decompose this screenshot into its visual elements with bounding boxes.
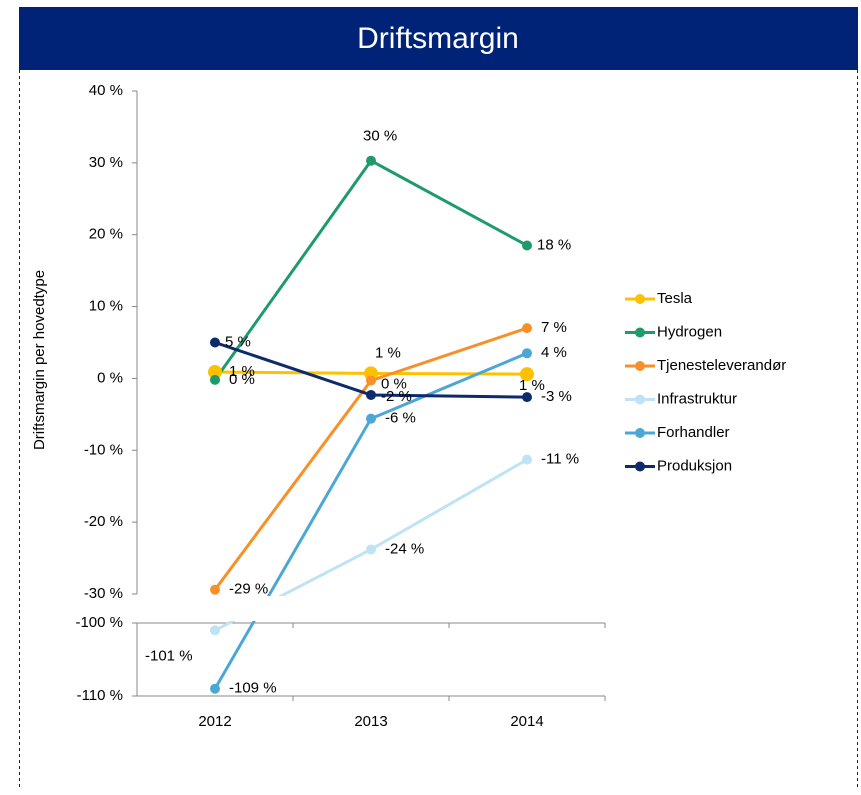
y-tick-label: -20 % bbox=[84, 513, 123, 530]
series-marker bbox=[366, 413, 376, 424]
series-marker bbox=[210, 374, 220, 385]
data-label: -2 % bbox=[381, 388, 412, 405]
series-marker bbox=[522, 323, 532, 334]
legend-label: Forhandler bbox=[657, 424, 730, 441]
y-tick-label: 0 % bbox=[97, 369, 123, 386]
y-tick-label: 30 % bbox=[89, 154, 123, 171]
series-line bbox=[213, 351, 528, 690]
legend-marker bbox=[635, 294, 645, 304]
y-tick-label: -30 % bbox=[84, 585, 123, 602]
data-label: -109 % bbox=[229, 680, 277, 697]
series-marker bbox=[366, 375, 376, 386]
legend-marker bbox=[635, 327, 645, 338]
legend-marker bbox=[635, 461, 645, 472]
series-marker bbox=[366, 544, 376, 555]
chart-title: Driftsmargin bbox=[357, 22, 519, 55]
legend-marker bbox=[635, 394, 645, 405]
series-marker bbox=[208, 364, 222, 379]
legend-marker bbox=[635, 361, 645, 371]
series-marker bbox=[210, 683, 220, 694]
data-label: -11 % bbox=[541, 451, 579, 468]
data-label: 5 % bbox=[225, 333, 251, 350]
series-line bbox=[213, 158, 528, 381]
data-label: 1 % bbox=[229, 363, 255, 380]
series-marker bbox=[366, 389, 376, 400]
data-label: 1 % bbox=[519, 377, 545, 394]
series-marker bbox=[364, 366, 378, 381]
x-tick-label: 2013 bbox=[354, 713, 387, 730]
y-tick-label: 20 % bbox=[89, 226, 123, 243]
legend-label: Tjenesteleverandør bbox=[657, 357, 786, 374]
y-axis-label: Driftsmargin per hovedtype bbox=[31, 270, 48, 450]
title-banner bbox=[19, 7, 858, 70]
y-tick-label: 40 % bbox=[89, 82, 123, 99]
legend-label: Infrastruktur bbox=[657, 390, 737, 407]
data-label: -6 % bbox=[385, 410, 416, 427]
legend-label: Produksjon bbox=[657, 457, 732, 474]
legend-label: Hydrogen bbox=[657, 323, 722, 340]
series-marker bbox=[522, 392, 532, 403]
y-tick-label: -10 % bbox=[84, 441, 123, 458]
y-tick-label: 10 % bbox=[89, 298, 123, 315]
series-marker bbox=[522, 240, 532, 251]
series-marker bbox=[210, 584, 220, 595]
axis-break bbox=[136, 596, 614, 621]
series-marker bbox=[210, 625, 220, 636]
data-label: 0 % bbox=[229, 371, 255, 388]
data-label: -101 % bbox=[145, 647, 193, 664]
x-tick-label: 2012 bbox=[198, 713, 231, 730]
data-label: 4 % bbox=[541, 344, 567, 361]
x-tick-label: 2014 bbox=[510, 713, 543, 730]
legend-label: Tesla bbox=[657, 290, 693, 307]
data-label: -3 % bbox=[541, 388, 572, 405]
series-marker bbox=[366, 155, 376, 166]
series-marker bbox=[522, 348, 532, 359]
data-label: 7 % bbox=[541, 319, 567, 336]
data-label: 0 % bbox=[381, 376, 407, 393]
data-label: -24 % bbox=[385, 540, 424, 557]
series-marker bbox=[210, 337, 220, 348]
data-label: 18 % bbox=[537, 236, 571, 253]
data-label: 30 % bbox=[363, 128, 397, 145]
data-label: 1 % bbox=[375, 344, 401, 361]
data-label: -29 % bbox=[229, 581, 268, 598]
frame-border bbox=[19, 70, 858, 790]
series-marker bbox=[520, 367, 534, 382]
series-marker bbox=[522, 454, 532, 465]
legend-marker bbox=[635, 428, 645, 438]
y-tick-label: -100 % bbox=[75, 614, 123, 631]
y-tick-label: -110 % bbox=[77, 687, 123, 704]
